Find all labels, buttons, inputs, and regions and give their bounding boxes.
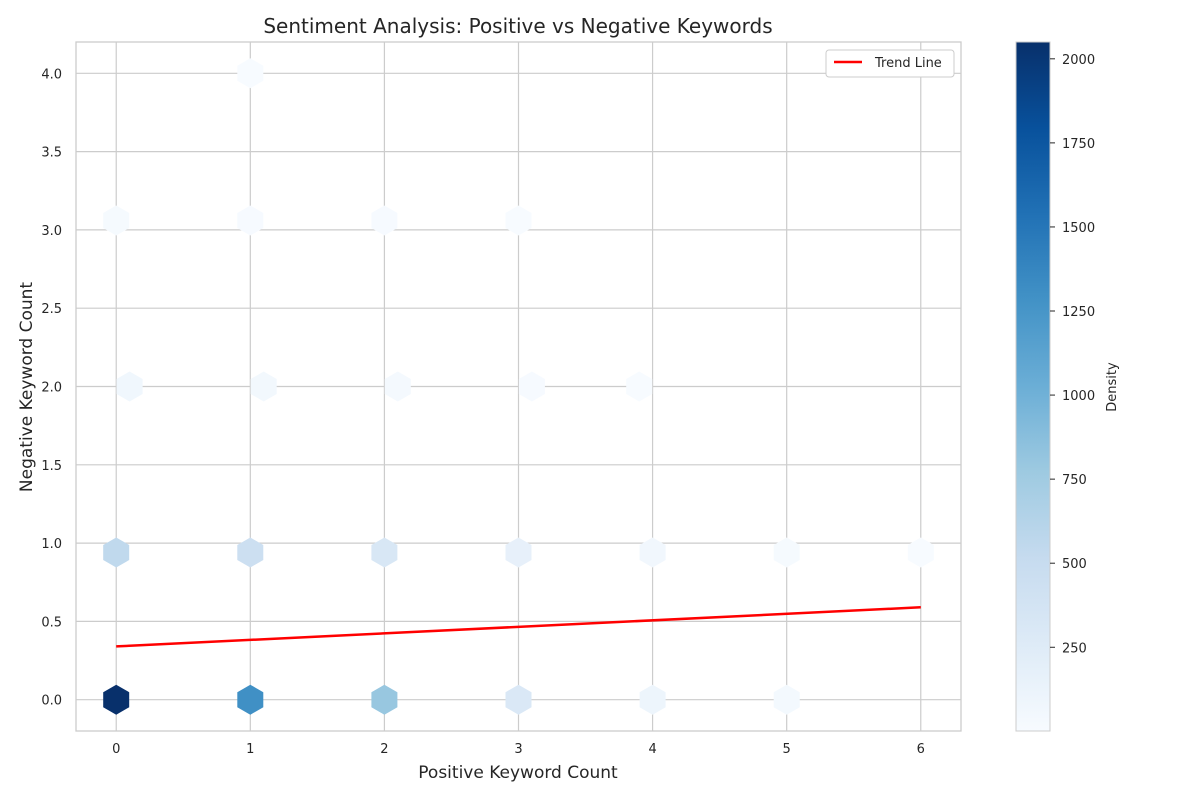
colorbar-tick-label: 1250: [1062, 305, 1095, 320]
colorbar-tick-label: 250: [1062, 641, 1087, 656]
x-tick-labels: 0 1 2 3 4 5 6: [112, 742, 925, 757]
hexbin-cell: [237, 205, 264, 236]
colorbar-tick-label: 750: [1062, 473, 1087, 488]
colorbar-tick-label: 500: [1062, 557, 1087, 572]
hexbin-cell: [907, 537, 934, 568]
legend-box: [825, 49, 955, 78]
hexbin-cell: [371, 205, 398, 236]
x-tick-label: 5: [783, 742, 791, 757]
hexbin-cell: [103, 684, 130, 715]
y-tick-label: 2.0: [41, 381, 62, 396]
y-tick-label: 3.5: [41, 146, 62, 161]
x-tick-label: 3: [514, 742, 522, 757]
hexbin-cell: [371, 537, 398, 568]
y-tick-label: 1.0: [41, 537, 62, 552]
x-tick-label: 6: [917, 742, 925, 757]
plot-frame: [75, 41, 962, 732]
colorbar-tick-label: 2000: [1062, 53, 1095, 68]
hexbin-cell: [626, 371, 653, 402]
x-tick-label: 0: [112, 742, 120, 757]
hexbin-cell: [505, 205, 532, 236]
legend-trend-line-label: Trend Line: [874, 56, 942, 71]
x-tick-label: 4: [648, 742, 656, 757]
y-tick-label: 1.5: [41, 459, 62, 474]
hexbin-cell: [518, 371, 545, 402]
hexbin-cell: [505, 537, 532, 568]
hexbin-cell: [116, 371, 143, 402]
hexbin-cell: [237, 58, 264, 89]
hexbin-cells: [103, 58, 934, 715]
y-axis-label: Negative Keyword Count: [17, 282, 37, 493]
legend: Trend Line: [825, 49, 955, 78]
hexbin-cell: [639, 684, 666, 715]
y-tick-label: 2.5: [41, 302, 62, 317]
colorbar: 250 500 750 1000 1250 1500 1750 2000 Density: [1015, 41, 1120, 732]
hexbin-cell: [103, 537, 130, 568]
colorbar-ticks: 250 500 750 1000 1250 1500 1750 2000: [1050, 53, 1095, 656]
colorbar-tick-label: 1750: [1062, 137, 1095, 152]
colorbar-tick-label: 1500: [1062, 221, 1095, 236]
hexbin-cell: [505, 684, 532, 715]
trend-line: [116, 606, 921, 648]
hexbin-cell: [773, 684, 800, 715]
x-tick-label: 2: [380, 742, 388, 757]
chart-title: Sentiment Analysis: Positive vs Negative…: [263, 14, 772, 38]
y-tick-label: 4.0: [41, 67, 62, 82]
colorbar-tick-label: 1000: [1062, 389, 1095, 404]
y-tick-label: 0.0: [41, 694, 62, 709]
hexbin-cell: [237, 684, 264, 715]
x-tick-label: 1: [246, 742, 254, 757]
hexbin-cell: [103, 205, 130, 236]
hexbin-cell: [371, 684, 398, 715]
y-tick-labels: 0.0 0.5 1.0 1.5 2.0 2.5 3.0 3.5 4.0: [41, 67, 62, 708]
hexbin-cell: [384, 371, 411, 402]
y-tick-label: 0.5: [41, 615, 62, 630]
hexbin-cell: [639, 537, 666, 568]
y-tick-label: 3.0: [41, 224, 62, 239]
colorbar-label: Density: [1105, 362, 1120, 412]
x-axis-label: Positive Keyword Count: [418, 763, 618, 783]
colorbar-gradient: [1015, 41, 1051, 732]
hexbin-cell: [237, 537, 264, 568]
hexbin-cell: [250, 371, 277, 402]
trend-line-layer: [116, 606, 921, 648]
hexbin-cell: [773, 537, 800, 568]
